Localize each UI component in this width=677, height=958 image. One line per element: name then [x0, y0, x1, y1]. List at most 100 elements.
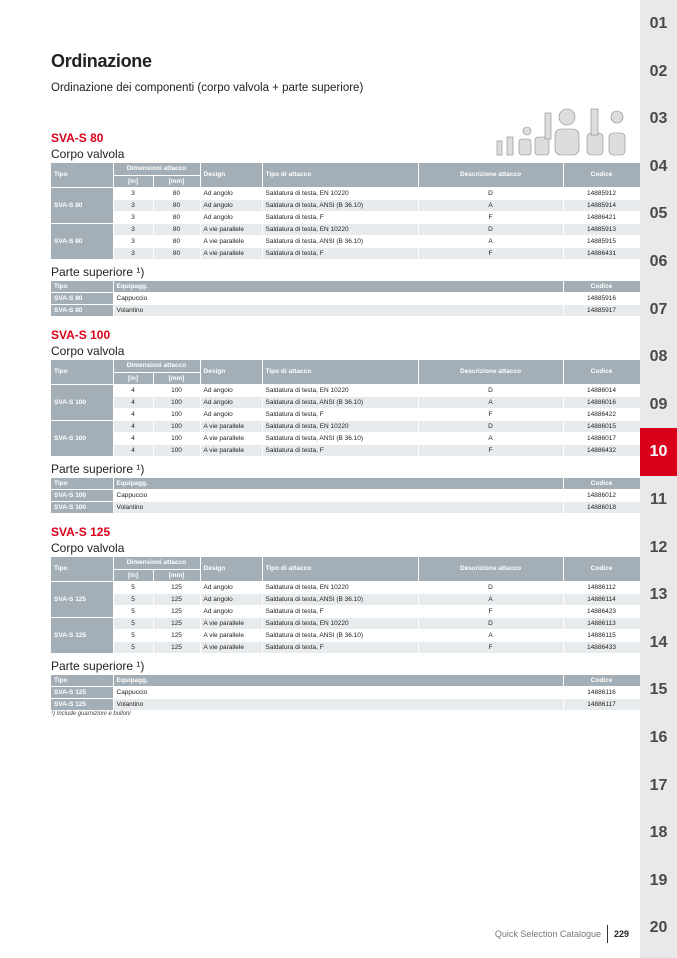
cell-descr: D — [418, 384, 564, 397]
cell-design: Ad angolo — [200, 199, 263, 212]
cell-in: 4 — [113, 396, 154, 409]
cell-codice: 14886115 — [563, 629, 641, 642]
table-row: SVA-S 100 Volantino 14886018 — [51, 501, 641, 514]
cell-tipo: SVA-S 80 — [51, 187, 114, 224]
table-row: SVA-S 100 4 100 A vie parallele Saldatura di… — [51, 420, 641, 457]
table-row: SVA-S 125 5 125 A vie parallele Saldatura di… — [51, 617, 641, 654]
cell-codice: 14885913 — [563, 223, 641, 236]
top-table: Tipo Equipagg. Codice SVA-S 125 Cappuccio 148… — [51, 674, 641, 711]
page-subtitle: Ordinazione dei componenti (corpo valvol… — [51, 82, 364, 94]
product-images — [496, 108, 626, 156]
cell-mm: 100 — [153, 432, 201, 445]
cell-mm: 80 — [153, 187, 201, 200]
col-dim: Dimensioni attacco — [113, 163, 201, 176]
table-row: 4 100 Ad angolo Saldatura di testa, ANSI (B… — [51, 396, 641, 409]
chapter-tab-09[interactable]: 09 — [649, 395, 668, 413]
chapter-tab-20[interactable]: 20 — [649, 919, 668, 937]
header-row: Tipo Equipagg. Codice — [51, 477, 641, 490]
cell-mm: 125 — [153, 581, 201, 594]
table-row: 4 100 A vie parallele Saldatura di testa, F… — [51, 444, 641, 457]
cell-descr: D — [418, 420, 564, 433]
cell-descr: F — [418, 641, 564, 654]
chapter-tab-15[interactable]: 15 — [649, 681, 668, 699]
cell-in: 3 — [113, 187, 154, 200]
col-attacco: Tipo di attacco — [262, 360, 419, 385]
chapter-tab-11[interactable]: 11 — [650, 490, 667, 508]
header-row: Tipo Equipagg. Codice — [51, 674, 641, 687]
chapter-tab-16[interactable]: 16 — [649, 728, 668, 746]
col-in: [in] — [113, 175, 154, 188]
cell-descr: A — [418, 629, 564, 642]
cell-codice: 14885917 — [563, 304, 641, 317]
cell-attacco: Saldatura di testa, F — [262, 247, 419, 260]
table-row: 5 125 A vie parallele Saldatura di testa, A… — [51, 629, 641, 642]
top-table: Tipo Equipagg. Codice SVA-S 80 Cappuccio 1488… — [51, 280, 641, 317]
chapter-tab-02[interactable]: 02 — [649, 62, 668, 80]
cell-design: Ad angolo — [200, 211, 263, 224]
chapter-tab-12[interactable]: 12 — [649, 538, 668, 556]
header-row: Tipo Dimensioni attacco Design Tipo di atta… — [51, 557, 641, 582]
cell-mm: 80 — [153, 211, 201, 224]
chapter-tab-03[interactable]: 03 — [649, 110, 668, 128]
col-tipo: Tipo — [51, 280, 114, 293]
cell-descr: A — [418, 396, 564, 409]
cell-in: 5 — [113, 581, 154, 594]
cell-in: 4 — [113, 432, 154, 445]
cell-design: Ad angolo — [200, 396, 263, 409]
cell-equip: Cappuccio — [113, 686, 564, 699]
section-1: SVA-S 100 Corpo valvola Tipo Dimensioni att… — [51, 327, 641, 514]
cell-mm: 125 — [153, 629, 201, 642]
chapter-tab-13[interactable]: 13 — [649, 586, 668, 604]
chapter-tab-18[interactable]: 18 — [649, 824, 668, 842]
table-row: SVA-S 80 3 80 Ad angolo Saldatura di testa, … — [51, 187, 641, 224]
col-mm: [mm] — [153, 175, 201, 188]
chapter-tab-10[interactable]: 10 — [640, 428, 677, 476]
cell-design: A vie parallele — [200, 617, 263, 630]
header-row: [in] [mm] — [51, 175, 640, 188]
cell-in: 4 — [113, 420, 154, 433]
cell-in: 4 — [113, 384, 154, 397]
body-heading: Corpo valvola — [51, 147, 125, 161]
cell-mm: 100 — [153, 396, 201, 409]
cell-mm: 80 — [153, 223, 201, 236]
cell-attacco: Saldatura di testa, EN 10220 — [262, 223, 419, 236]
cell-codice: 14886422 — [563, 408, 641, 421]
chapter-tab-06[interactable]: 06 — [649, 252, 668, 270]
cell-attacco: Saldatura di testa, F — [262, 641, 419, 654]
col-codice: Codice — [563, 280, 641, 293]
cell-codice: 14886014 — [563, 384, 641, 397]
table-row: 3 80 Ad angolo Saldatura di testa, ANSI (B … — [51, 199, 641, 212]
cell-tipo: SVA-S 80 — [51, 223, 114, 260]
chapter-tab-07[interactable]: 07 — [649, 300, 668, 318]
cell-codice: 14886017 — [563, 432, 641, 445]
cell-in: 5 — [113, 605, 154, 618]
cell-in: 3 — [113, 247, 154, 260]
col-codice: Codice — [563, 674, 641, 687]
chapter-tab-14[interactable]: 14 — [649, 633, 668, 651]
cell-in: 3 — [113, 211, 154, 224]
cell-equip: Volantino — [113, 304, 564, 317]
cell-codice: 14886421 — [563, 211, 641, 224]
table-row: SVA-S 125 5 125 Ad angolo Saldatura di testa… — [51, 581, 641, 618]
chapter-tab-01[interactable]: 01 — [649, 15, 668, 32]
cell-attacco: Saldatura di testa, ANSI (B 36.10) — [262, 235, 419, 248]
cell-design: A vie parallele — [200, 223, 263, 236]
page-title: Ordinazione — [51, 51, 152, 71]
cell-attacco: Saldatura di testa, F — [262, 408, 419, 421]
col-mm: [mm] — [153, 569, 201, 582]
cell-attacco: Saldatura di testa, ANSI (B 36.10) — [262, 396, 419, 409]
chapter-tab-17[interactable]: 17 — [649, 776, 668, 794]
cell-mm: 100 — [153, 444, 201, 457]
cell-mm: 100 — [153, 384, 201, 397]
chapter-tab-08[interactable]: 08 — [649, 348, 668, 366]
chapter-tab-05[interactable]: 05 — [649, 205, 668, 223]
col-equip: Equipagg. — [113, 280, 564, 293]
col-dim: Dimensioni attacco — [113, 360, 201, 373]
header-row: Tipo Equipagg. Codice — [51, 280, 641, 293]
cell-descr: F — [418, 444, 564, 457]
cell-codice: 14886016 — [563, 396, 641, 409]
cell-tipo: SVA-S 100 — [51, 489, 114, 502]
chapter-tab-19[interactable]: 19 — [649, 871, 668, 889]
cell-descr: A — [418, 235, 564, 248]
chapter-tab-04[interactable]: 04 — [649, 157, 668, 175]
